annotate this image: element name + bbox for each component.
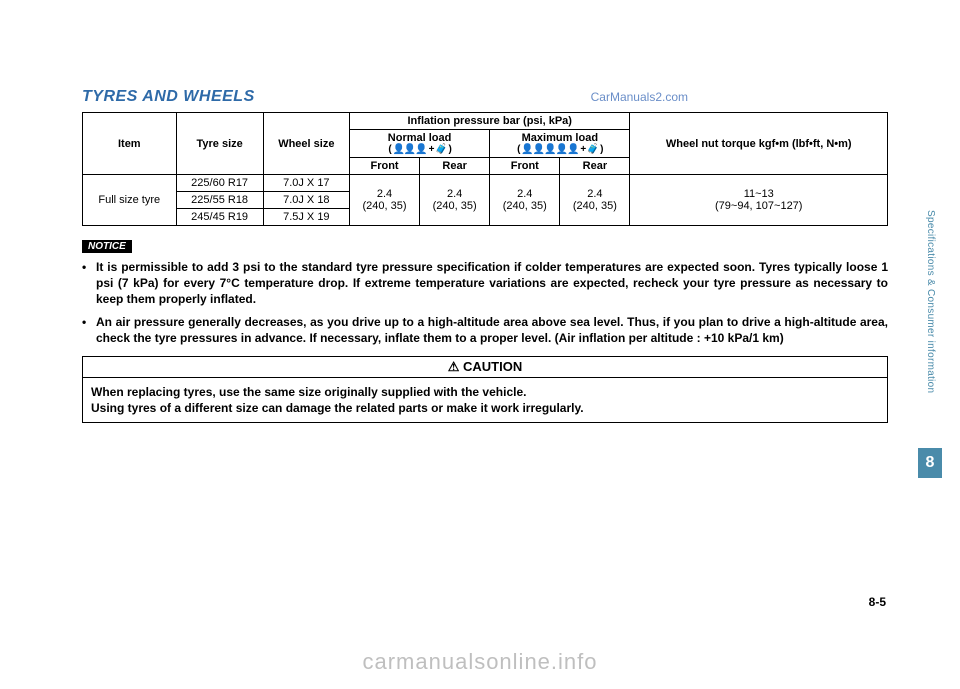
th-item: Item xyxy=(83,113,177,175)
th-normal-load: Normal load ( 👤👤👤 + 🧳 ) xyxy=(349,130,489,158)
press-mr: 2.4 (240, 35) xyxy=(560,175,630,226)
wheel-2: 7.5J X 19 xyxy=(263,209,349,226)
max-load-label: Maximum load xyxy=(494,132,625,144)
bullet-0: It is permissible to add 3 psi to the st… xyxy=(82,259,888,308)
tyres-table: Item Tyre size Wheel size Inflation pres… xyxy=(82,112,888,226)
th-rear-1: Rear xyxy=(420,158,490,175)
caution-line-2: Using tyres of a different size can dama… xyxy=(91,400,879,416)
watermark-bottom: carmanualsonline.info xyxy=(362,649,597,675)
th-front-1: Front xyxy=(349,158,419,175)
wheel-0: 7.0J X 17 xyxy=(263,175,349,192)
notice-body: It is permissible to add 3 psi to the st… xyxy=(82,259,888,346)
th-wheel-size: Wheel size xyxy=(263,113,349,175)
side-section-number: 8 xyxy=(918,448,942,478)
press-nr: 2.4 (240, 35) xyxy=(420,175,490,226)
torque-s: (79~94, 107~127) xyxy=(634,200,883,212)
wheel-1: 7.0J X 18 xyxy=(263,192,349,209)
max-load-icons: ( 👤👤👤👤👤 + 🧳 ) xyxy=(494,144,625,155)
press-nf-s: (240, 35) xyxy=(354,200,415,212)
press-nr-s: (240, 35) xyxy=(424,200,485,212)
caution-body: When replacing tyres, use the same size … xyxy=(83,378,887,422)
bullet-1: An air pressure generally decreases, as … xyxy=(82,314,888,346)
press-mf: 2.4 (240, 35) xyxy=(490,175,560,226)
caution-line-1: When replacing tyres, use the same size … xyxy=(91,384,879,400)
press-mr-v: 2.4 xyxy=(564,188,625,200)
row-label: Full size tyre xyxy=(83,175,177,226)
tyre-2: 245/45 R19 xyxy=(176,209,263,226)
normal-load-icons: ( 👤👤👤 + 🧳 ) xyxy=(354,144,485,155)
tyre-1: 225/55 R18 xyxy=(176,192,263,209)
notice-tag: NOTICE xyxy=(82,240,132,253)
watermark-top: CarManuals2.com xyxy=(591,90,688,104)
press-nf-v: 2.4 xyxy=(354,188,415,200)
page-number: 8-5 xyxy=(869,595,886,609)
press-mr-s: (240, 35) xyxy=(564,200,625,212)
th-front-2: Front xyxy=(490,158,560,175)
th-torque: Wheel nut torque kgf•m (lbf•ft, N•m) xyxy=(630,113,888,175)
page-title: TYRES AND WHEELS xyxy=(82,88,255,106)
press-nf: 2.4 (240, 35) xyxy=(349,175,419,226)
press-mf-s: (240, 35) xyxy=(494,200,555,212)
caution-box: ⚠ CAUTION When replacing tyres, use the … xyxy=(82,356,888,423)
torque-v: 11~13 xyxy=(634,188,883,200)
th-inflation: Inflation pressure bar (psi, kPa) xyxy=(349,113,630,130)
press-mf-v: 2.4 xyxy=(494,188,555,200)
side-section-label: Specifications & Consumer information xyxy=(925,210,936,393)
tyre-0: 225/60 R17 xyxy=(176,175,263,192)
th-rear-2: Rear xyxy=(560,158,630,175)
th-max-load: Maximum load ( 👤👤👤👤👤 + 🧳 ) xyxy=(490,130,630,158)
normal-load-label: Normal load xyxy=(354,132,485,144)
caution-header: ⚠ CAUTION xyxy=(83,357,887,378)
torque-cell: 11~13 (79~94, 107~127) xyxy=(630,175,888,226)
th-tyre-size: Tyre size xyxy=(176,113,263,175)
press-nr-v: 2.4 xyxy=(424,188,485,200)
